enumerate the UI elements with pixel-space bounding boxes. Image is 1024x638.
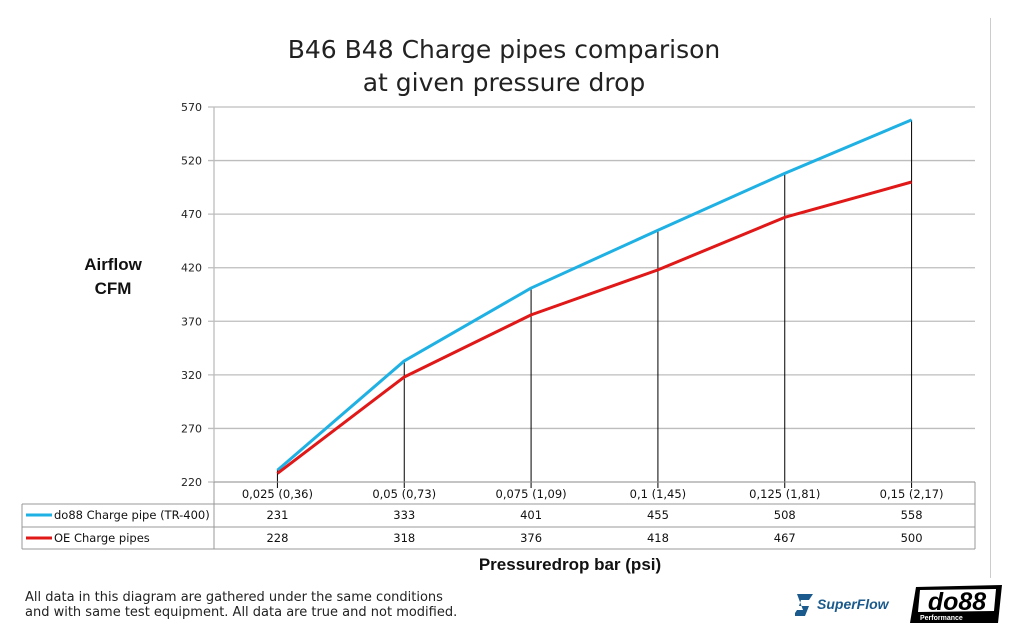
y-axis-label: Airflow CFM xyxy=(70,253,156,301)
data-label: 500 xyxy=(901,531,923,545)
data-label: 401 xyxy=(520,508,542,522)
svg-text:Performance: Performance xyxy=(920,615,963,622)
data-label: 558 xyxy=(901,508,923,522)
data-label: 318 xyxy=(393,531,415,545)
y-tick-label: 320 xyxy=(181,369,202,382)
x-tick-label: 0,15 (2,17) xyxy=(880,487,944,501)
svg-text:do88: do88 xyxy=(928,588,986,616)
x-tick-label: 0,075 (1,09) xyxy=(496,487,567,501)
legend-label-1: do88 Charge pipe (TR-400) xyxy=(54,508,210,522)
legend-label-2: OE Charge pipes xyxy=(54,531,150,545)
x-tick-label: 0,125 (1,81) xyxy=(749,487,820,501)
svg-text:SuperFlow: SuperFlow xyxy=(817,596,890,612)
data-label: 418 xyxy=(647,531,669,545)
y-axis-label-line2: CFM xyxy=(94,279,132,298)
data-label: 467 xyxy=(774,531,796,545)
x-tick-label: 0,05 (0,73) xyxy=(372,487,436,501)
data-label: 508 xyxy=(774,508,796,522)
footnote: All data in this diagram are gathered un… xyxy=(25,590,457,620)
footnote-line2: and with same test equipment. All data a… xyxy=(25,605,458,620)
y-axis-label-line1: Airflow xyxy=(84,255,142,274)
series-line-2 xyxy=(276,180,912,475)
chart-title-line2: at given pressure drop xyxy=(362,68,646,97)
footnote-line1: All data in this diagram are gathered un… xyxy=(25,590,443,605)
divider xyxy=(990,18,991,578)
y-tick-label: 420 xyxy=(181,262,202,275)
y-tick-label: 270 xyxy=(181,422,202,435)
x-axis-label: Pressuredrop bar (psi) xyxy=(478,555,662,574)
data-label: 333 xyxy=(393,508,415,522)
y-tick-label: 570 xyxy=(181,101,202,114)
series-line-1 xyxy=(276,118,913,472)
data-label: 228 xyxy=(266,531,288,545)
y-tick-label: 220 xyxy=(181,476,202,489)
y-tick-label: 520 xyxy=(181,155,202,168)
superflow-logo: SuperFlow xyxy=(795,594,890,616)
chart-title-line1: B46 B48 Charge pipes comparison xyxy=(287,35,721,64)
data-label: 376 xyxy=(520,531,542,545)
y-tick-label: 370 xyxy=(181,315,202,328)
x-tick-label: 0,1 (1,45) xyxy=(630,487,687,501)
do88-logo: do88 Performance xyxy=(910,585,1002,623)
data-label: 231 xyxy=(266,508,288,522)
x-tick-label: 0,025 (0,36) xyxy=(242,487,313,501)
y-tick-label: 470 xyxy=(181,208,202,221)
data-label: 455 xyxy=(647,508,669,522)
